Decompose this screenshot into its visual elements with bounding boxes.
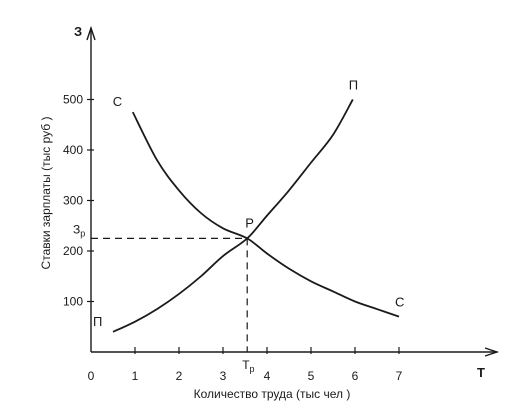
series-label-end: С	[395, 295, 404, 310]
series-line-demand-p	[112, 99, 354, 333]
axes	[86, 25, 500, 357]
x-tick-label: 7	[396, 369, 403, 383]
x-axis-letter: Т	[477, 365, 485, 380]
equilibrium-x-label: Тр	[242, 358, 254, 374]
x-tick-label: 4	[264, 369, 271, 383]
x-axis-arrow	[484, 347, 500, 357]
x-tick-label: 3	[220, 369, 227, 383]
y-tick-label: 200	[63, 244, 83, 258]
x-tick-label: 6	[352, 369, 359, 383]
equilibrium-group: Р Тр Зр	[73, 215, 255, 374]
equilibrium-x-label-sub: р	[250, 364, 255, 374]
y-tick-label: 100	[63, 295, 83, 309]
equilibrium-y-label-sub: р	[80, 228, 85, 238]
equilibrium-label: Р	[245, 215, 254, 230]
x-axis-title: Количество труда (тыс чел )	[194, 387, 351, 401]
series-line-supply-c	[131, 111, 400, 318]
y-tick-label: 500	[63, 93, 83, 107]
equilibrium-y-label: Зр	[73, 222, 85, 238]
series-label-start: С	[113, 94, 122, 109]
y-axis-arrow	[86, 25, 96, 41]
curves: С С П П	[93, 78, 404, 333]
x-tick-label: 0	[88, 369, 95, 383]
x-tick-label: 1	[132, 369, 139, 383]
y-tick-label: 300	[63, 194, 83, 208]
y-tick-label: 400	[63, 143, 83, 157]
ticks: 0 1 2 3 4 5 6 7 100 200 300 400 500	[63, 93, 403, 384]
series-label-start: П	[93, 314, 102, 329]
series-label-end: П	[349, 78, 358, 93]
y-axis-title: Ставки зарплаты (тыс руб )	[39, 117, 53, 270]
y-axis-letter: З	[74, 24, 82, 39]
x-tick-label: 2	[176, 369, 183, 383]
x-tick-label: 5	[308, 369, 315, 383]
